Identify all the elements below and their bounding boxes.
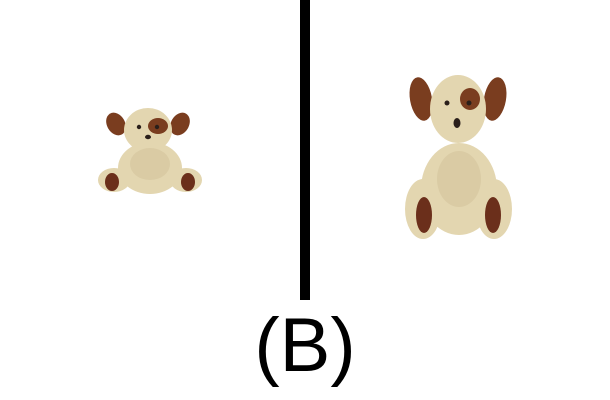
vertical-divider (300, 0, 310, 300)
caption-label: (B) (254, 303, 356, 388)
small-plush-puppy-image (98, 108, 202, 194)
large-plush-puppy-image (405, 75, 512, 239)
